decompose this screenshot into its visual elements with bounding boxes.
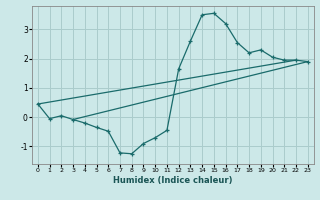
X-axis label: Humidex (Indice chaleur): Humidex (Indice chaleur) bbox=[113, 176, 233, 185]
